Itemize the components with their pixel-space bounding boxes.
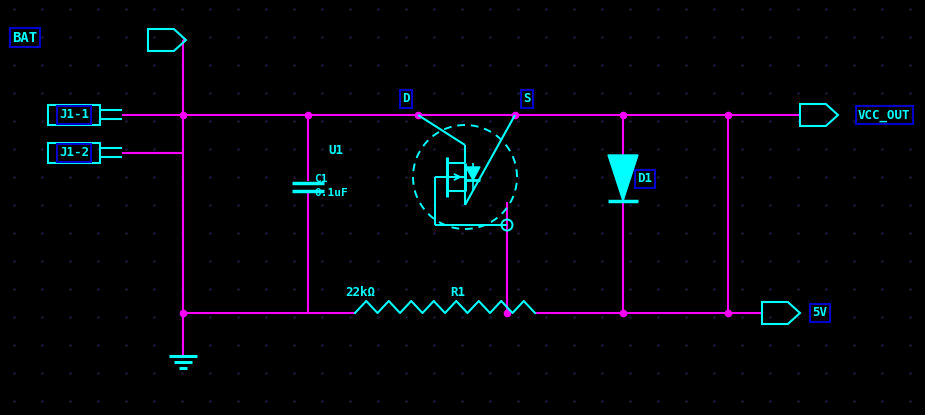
Text: D: D bbox=[402, 93, 410, 105]
Text: R1: R1 bbox=[450, 286, 465, 300]
Text: C1: C1 bbox=[314, 174, 327, 184]
Text: 22kΩ: 22kΩ bbox=[345, 286, 375, 300]
Text: D1: D1 bbox=[637, 173, 652, 186]
Bar bbox=[48, 143, 100, 163]
Text: J1-2: J1-2 bbox=[59, 146, 89, 159]
Bar bbox=[48, 105, 100, 125]
Text: 5V: 5V bbox=[812, 307, 828, 320]
Text: J1-1: J1-1 bbox=[59, 108, 89, 122]
Text: U1: U1 bbox=[328, 144, 343, 156]
Text: VCC_OUT: VCC_OUT bbox=[857, 108, 910, 122]
Text: S: S bbox=[524, 93, 531, 105]
Text: BAT: BAT bbox=[12, 31, 38, 45]
Polygon shape bbox=[608, 155, 638, 201]
Text: 0.1uF: 0.1uF bbox=[314, 188, 348, 198]
Polygon shape bbox=[466, 167, 480, 180]
